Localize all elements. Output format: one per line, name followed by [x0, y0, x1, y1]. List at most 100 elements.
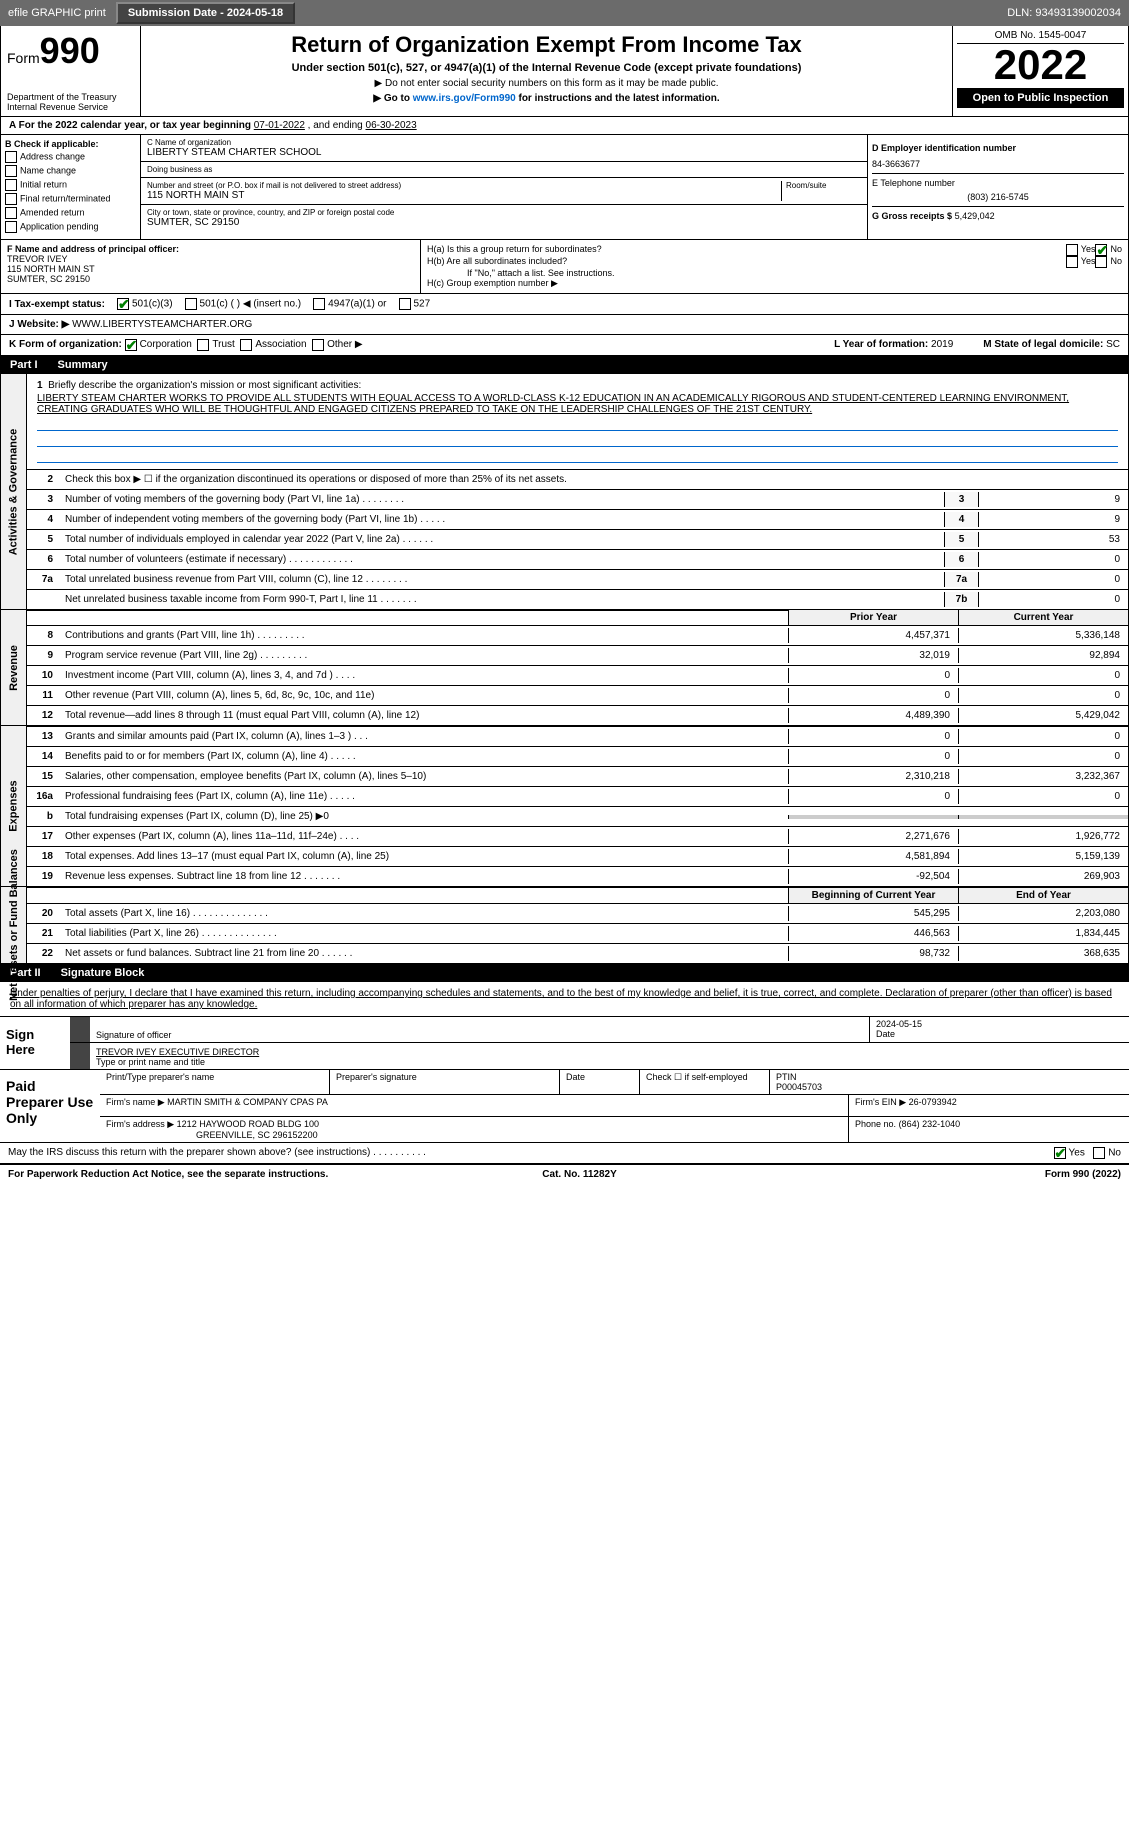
room-label: Room/suite [786, 181, 861, 190]
row-box: 6 [944, 552, 978, 567]
part2-title: Signature Block [61, 967, 145, 979]
topbar: efile GRAPHIC print Submission Date - 20… [0, 0, 1129, 26]
prep-name-label: Print/Type preparer's name [100, 1070, 330, 1094]
row-label: Total number of individuals employed in … [59, 532, 944, 547]
firm-ein-label: Firm's EIN ▶ [855, 1097, 906, 1107]
phone-label: E Telephone number [872, 178, 1124, 188]
dba-label: Doing business as [147, 165, 861, 174]
arrow-icon [70, 1017, 90, 1042]
ein-value: 84-3663677 [872, 159, 1124, 169]
formorg-row: K Form of organization: Corporation Trus… [0, 335, 1129, 356]
row-box: 4 [944, 512, 978, 527]
row-num: 12 [27, 708, 59, 723]
period-label-a: A For the 2022 calendar year, or tax yea… [9, 120, 251, 131]
assoc-checkbox[interactable] [240, 339, 252, 351]
row-label: Total liabilities (Part X, line 26) . . … [59, 926, 788, 941]
org-name: LIBERTY STEAM CHARTER SCHOOL [147, 147, 861, 158]
527-label: 527 [414, 299, 431, 310]
row-num: 3 [27, 492, 59, 507]
discuss-yes-checkbox[interactable] [1054, 1147, 1066, 1159]
current-value: 1,834,445 [958, 926, 1128, 941]
prior-value: 4,489,390 [788, 708, 958, 723]
row-label: Number of independent voting members of … [59, 512, 944, 527]
other-checkbox[interactable] [312, 339, 324, 351]
h-note: If "No," attach a list. See instructions… [427, 268, 1122, 278]
row-label: Salaries, other compensation, employee b… [59, 769, 788, 784]
officer-addr2: SUMTER, SC 29150 [7, 274, 414, 284]
officer-row: F Name and address of principal officer:… [0, 240, 1129, 294]
form-word: Form [7, 50, 40, 66]
firm-addr2: GREENVILLE, SC 296152200 [106, 1130, 842, 1140]
address-change-checkbox[interactable] [5, 151, 17, 163]
prior-value: 2,271,676 [788, 829, 958, 844]
shaded-cell [788, 815, 958, 819]
row-label: Other expenses (Part IX, column (A), lin… [59, 829, 788, 844]
current-value: 0 [958, 668, 1128, 683]
final-return-checkbox[interactable] [5, 193, 17, 205]
arrow-icon [70, 1043, 90, 1069]
mission-text: LIBERTY STEAM CHARTER WORKS TO PROVIDE A… [37, 393, 1118, 415]
signature-intro: Under penalties of perjury, I declare th… [0, 982, 1129, 1016]
form-990-number: 990 [40, 30, 100, 71]
row-num: 17 [27, 829, 59, 844]
name-change-checkbox[interactable] [5, 165, 17, 177]
part1-header: Part I Summary [0, 356, 1129, 374]
part2-header: Part II Signature Block [0, 964, 1129, 982]
4947-checkbox[interactable] [313, 298, 325, 310]
hb-no-checkbox[interactable] [1095, 256, 1107, 268]
prior-value: 0 [788, 729, 958, 744]
corp-checkbox[interactable] [125, 339, 137, 351]
trust-checkbox[interactable] [197, 339, 209, 351]
prior-value: 0 [788, 688, 958, 703]
current-value: 1,926,772 [958, 829, 1128, 844]
form-note-1: ▶ Do not enter social security numbers o… [147, 78, 946, 89]
initial-return-checkbox[interactable] [5, 179, 17, 191]
amended-return-checkbox[interactable] [5, 207, 17, 219]
mission-blank-line [37, 433, 1118, 447]
org-name-label: C Name of organization [147, 138, 861, 147]
row-box: 7a [944, 572, 978, 587]
table-row: 10 Investment income (Part VIII, column … [27, 665, 1128, 685]
row-label: Total number of volunteers (estimate if … [59, 552, 944, 567]
ein-label: D Employer identification number [872, 143, 1016, 153]
submission-date-button[interactable]: Submission Date - 2024-05-18 [116, 2, 295, 24]
sign-here-label: Sign Here [0, 1017, 70, 1069]
sig-name-title: TREVOR IVEY EXECUTIVE DIRECTOR [96, 1047, 1123, 1057]
dln-label: DLN: 93493139002034 [1007, 7, 1121, 19]
form-number: Form990 [7, 30, 134, 72]
period-end: 06-30-2023 [366, 120, 417, 131]
corp-label: Corporation [140, 339, 192, 351]
irs-link[interactable]: www.irs.gov/Form990 [413, 93, 516, 104]
officer-addr1: 115 NORTH MAIN ST [7, 264, 414, 274]
row-box: 5 [944, 532, 978, 547]
preparer-table: Paid Preparer Use Only Print/Type prepar… [0, 1069, 1129, 1142]
governance-side-label: Activities & Governance [8, 428, 20, 555]
hb-yes-checkbox[interactable] [1066, 256, 1078, 268]
ha-yes-checkbox[interactable] [1066, 244, 1078, 256]
row-num: 18 [27, 849, 59, 864]
ha-no-checkbox[interactable] [1095, 244, 1107, 256]
sig-officer-label: Signature of officer [96, 1030, 863, 1040]
501c3-checkbox[interactable] [117, 298, 129, 310]
prior-year-header: Prior Year [788, 610, 958, 625]
trust-label: Trust [212, 339, 234, 351]
prior-value: 0 [788, 749, 958, 764]
prior-value: 0 [788, 789, 958, 804]
501c-label: 501(c) ( ) ◀ (insert no.) [200, 299, 302, 310]
org-city: SUMTER, SC 29150 [147, 217, 861, 228]
501c-checkbox[interactable] [185, 298, 197, 310]
period-row: A For the 2022 calendar year, or tax yea… [0, 117, 1129, 135]
table-row: 20 Total assets (Part X, line 16) . . . … [27, 903, 1128, 923]
current-value: 269,903 [958, 869, 1128, 884]
mission-label: Briefly describe the organization's miss… [48, 380, 361, 391]
period-label-b: , and ending [308, 120, 363, 131]
table-row: 16a Professional fundraising fees (Part … [27, 786, 1128, 806]
application-pending-checkbox[interactable] [5, 221, 17, 233]
527-checkbox[interactable] [399, 298, 411, 310]
year-formation-label: L Year of formation: [834, 339, 928, 350]
current-value: 2,203,080 [958, 906, 1128, 921]
table-row: 11 Other revenue (Part VIII, column (A),… [27, 685, 1128, 705]
current-value: 5,429,042 [958, 708, 1128, 723]
discuss-no-checkbox[interactable] [1093, 1147, 1105, 1159]
prep-date-label: Date [560, 1070, 640, 1094]
